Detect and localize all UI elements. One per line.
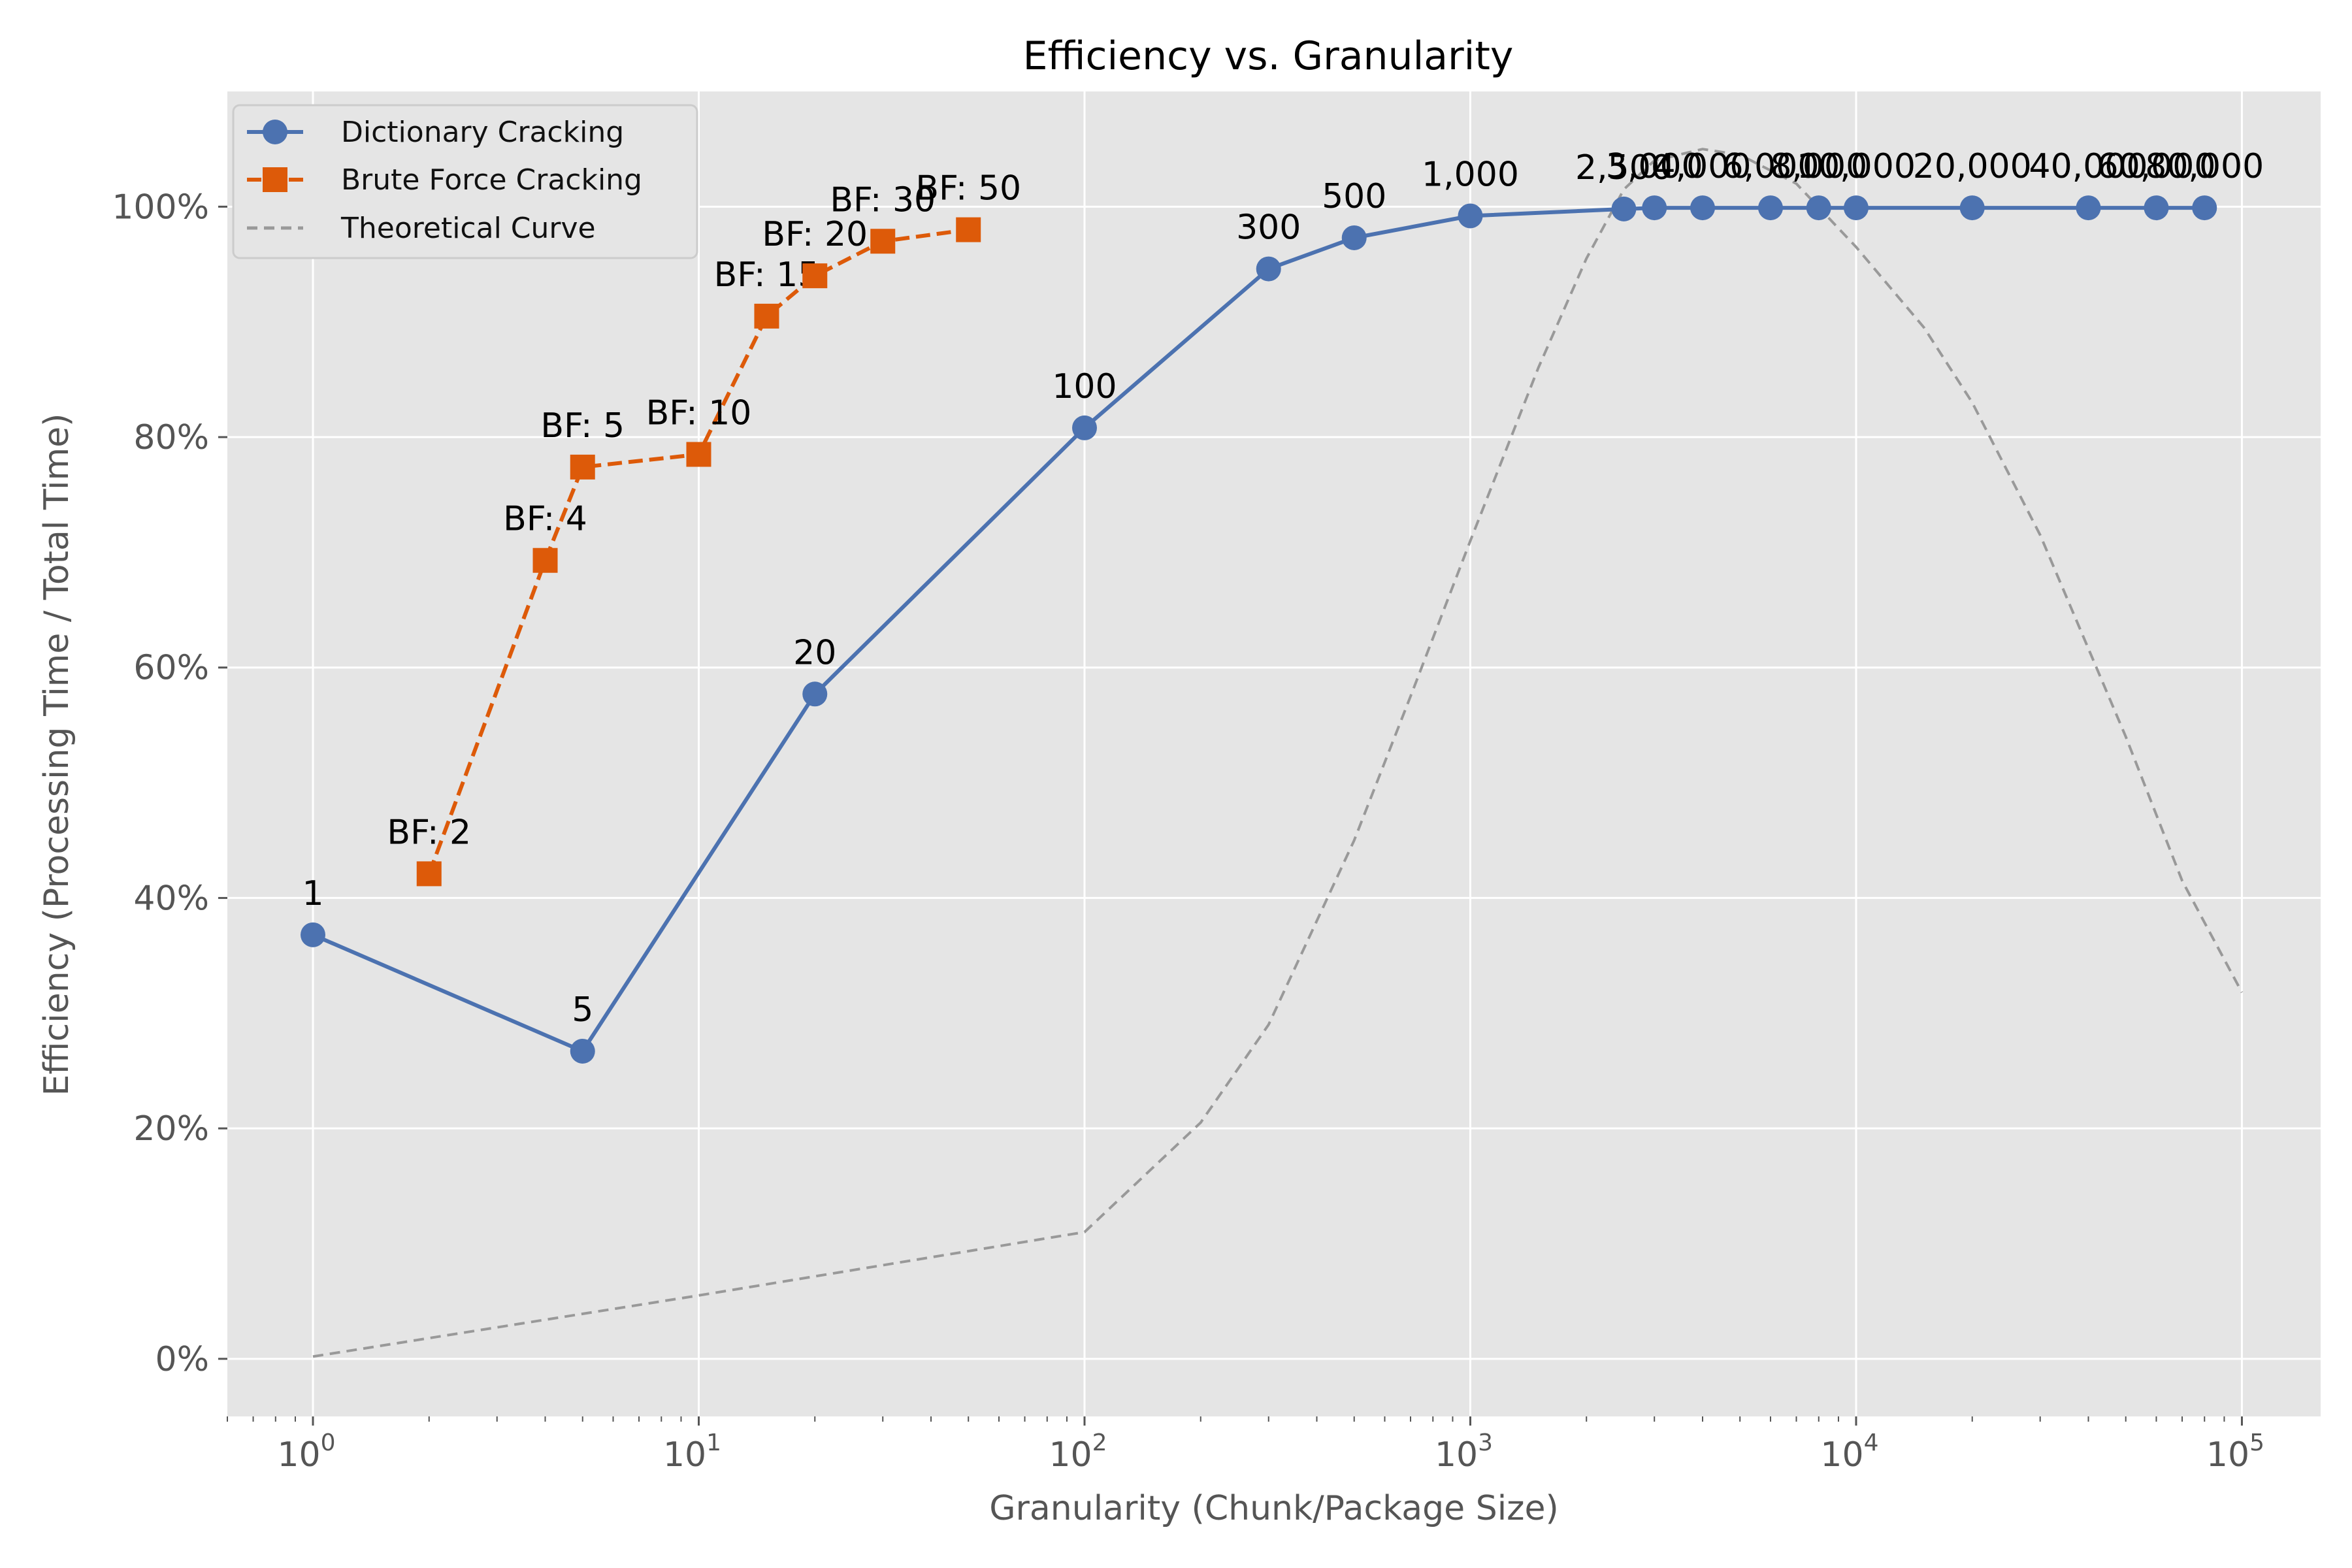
y-axis-label: Efficiency (Processing Time / Total Time…	[37, 414, 76, 1096]
data-point-dictionary	[802, 681, 828, 707]
x-tick-label: 105	[2206, 1429, 2264, 1475]
data-point-dictionary	[1458, 203, 1483, 229]
data-label-dictionary: 60,000	[2097, 147, 2215, 186]
data-label-brute-force: BF: 5	[540, 406, 625, 446]
plot-area	[227, 91, 2321, 1416]
data-point-dictionary	[2076, 195, 2101, 221]
data-point-brute-force	[532, 547, 558, 573]
y-tick-label: 80%	[133, 418, 209, 457]
series-layer: 1 5 20 100 300 500 1,000 2,5003,0004,0006,0008,…	[301, 147, 2264, 1358]
series-theoretical	[312, 148, 2244, 1358]
legend-marker-brute-force	[263, 167, 287, 192]
series-dictionary: 1 5 20 100 300 500 1,000 2,5003,0004,0006,0008,…	[301, 147, 2264, 1064]
data-label-dictionary: 1	[302, 874, 323, 913]
data-point-dictionary	[1642, 195, 1667, 221]
axes: 0% 20% 40% 60% 80% 100% 100 101 102 103 104 105	[112, 188, 2264, 1475]
series-line-theoretical	[312, 148, 2244, 1358]
legend-label-brute-force: Brute Force Cracking	[341, 163, 642, 197]
legend-entry-theoretical: Theoretical Curve	[247, 212, 596, 245]
data-point-dictionary	[1959, 195, 1985, 221]
data-point-dictionary	[2192, 195, 2217, 221]
data-label-dictionary: 80,000	[2145, 147, 2264, 186]
data-point-dictionary	[2144, 195, 2169, 221]
data-point-dictionary	[570, 1038, 595, 1064]
series-line-brute-force	[427, 227, 969, 875]
chart-title: Efficiency vs. Granularity	[1023, 33, 1514, 79]
x-axis-label: Granularity (Chunk/Package Size)	[989, 1489, 1558, 1528]
data-label-dictionary: 3,000	[1606, 147, 1703, 186]
data-point-brute-force	[870, 229, 896, 254]
data-label-dictionary: 40,000	[2029, 147, 2148, 186]
data-point-dictionary	[1690, 195, 1715, 221]
y-tick-label: 100%	[112, 188, 209, 227]
x-tick-label: 101	[663, 1429, 721, 1475]
x-tick-label: 104	[1820, 1429, 1878, 1475]
legend-frame	[232, 104, 698, 259]
x-tick-label: 100	[277, 1429, 335, 1475]
data-point-dictionary	[1611, 196, 1637, 221]
x-tick-label: 103	[1435, 1429, 1493, 1475]
data-point-dictionary	[301, 922, 326, 947]
data-label-dictionary: 4,000	[1654, 147, 1752, 186]
data-label-dictionary: 2,500	[1575, 148, 1673, 188]
legend-marker-dictionary	[263, 120, 287, 144]
y-tick-label: 60%	[133, 649, 209, 688]
y-tick-label: 20%	[133, 1109, 209, 1149]
data-label-brute-force: BF: 10	[646, 393, 752, 433]
data-label-dictionary: 6,000	[1722, 147, 1820, 186]
data-point-dictionary	[1757, 195, 1783, 221]
data-label-dictionary: 20,000	[1913, 147, 2032, 186]
data-label-dictionary: 20	[793, 633, 836, 672]
data-label-brute-force: BF: 50	[915, 169, 1021, 208]
legend-entry-dictionary: Dictionary Cracking	[247, 116, 624, 149]
data-label-dictionary: 8,000	[1770, 147, 1867, 186]
y-tick-label: 0%	[155, 1340, 210, 1379]
data-point-brute-force	[686, 442, 711, 467]
data-point-brute-force	[802, 263, 828, 289]
legend-entry-brute-force: Brute Force Cracking	[247, 163, 642, 197]
data-label-brute-force: BF: 4	[503, 500, 587, 539]
data-label-dictionary: 10,000	[1797, 147, 1916, 186]
data-label-dictionary: 1,000	[1422, 155, 1519, 194]
data-point-dictionary	[1071, 415, 1097, 440]
data-point-brute-force	[416, 861, 442, 887]
data-label-dictionary: 500	[1322, 177, 1386, 216]
data-point-brute-force	[754, 303, 779, 329]
data-point-dictionary	[1843, 195, 1869, 221]
data-label-dictionary: 5	[572, 990, 593, 1030]
data-point-brute-force	[956, 217, 981, 242]
data-label-brute-force: BF: 20	[762, 215, 868, 254]
legend: Dictionary Cracking Brute Force Cracking…	[232, 104, 698, 259]
data-label-brute-force: BF: 30	[830, 180, 936, 220]
data-point-dictionary	[1341, 225, 1367, 250]
data-label-dictionary: 100	[1052, 367, 1117, 406]
y-tick-label: 40%	[133, 879, 209, 918]
data-point-dictionary	[1806, 195, 1831, 221]
legend-label-theoretical: Theoretical Curve	[340, 212, 596, 245]
x-tick-label: 102	[1049, 1429, 1107, 1475]
legend-label-dictionary: Dictionary Cracking	[341, 116, 624, 149]
data-point-dictionary	[1256, 256, 1281, 282]
data-label-brute-force: BF: 15	[714, 255, 820, 295]
data-label-dictionary: 300	[1236, 208, 1301, 248]
data-point-brute-force	[570, 454, 595, 480]
data-label-brute-force: BF: 2	[387, 813, 471, 852]
